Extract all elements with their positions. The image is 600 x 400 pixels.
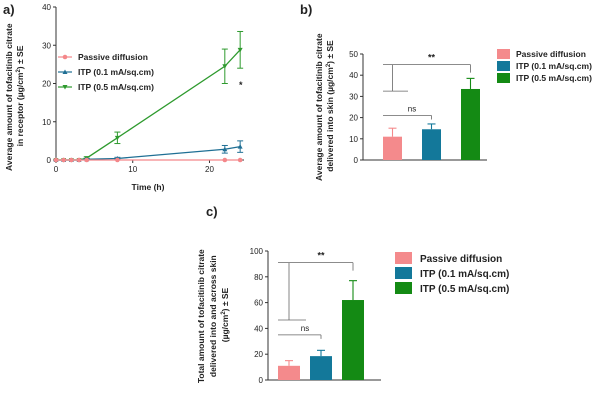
panel-b-y-axis-title: Average amount of tofacitinib citrate de… <box>314 31 335 181</box>
panel-a-y-tick-label: 0 <box>47 156 52 165</box>
panel-b-legend: Passive diffusion ITP (0.1 mA/sq.cm) ITP… <box>497 49 592 83</box>
panel-c-legend: Passive diffusion ITP (0.1 mA/sq.cm) ITP… <box>395 252 509 295</box>
panel-a-y-tick-label: 10 <box>42 118 51 127</box>
panel-b-y-tick-label: 50 <box>349 50 358 59</box>
panel-a-y-axis-title: Average amount of tofacitinib citrate in… <box>4 21 25 171</box>
panel-b-comparison-label: ** <box>428 53 436 63</box>
panel-b-y-tick-label: 20 <box>349 114 358 123</box>
panel-c-legend-label-itp01: ITP (0.1 mA/sq.cm) <box>420 269 509 280</box>
panel-c-ylabel-line-3: (µg/cm <box>220 314 230 342</box>
panel-a-ylabel-line-2: in receptor (µg/cm <box>15 72 25 146</box>
panel-b-bar-2 <box>461 88 480 160</box>
panel-c-ylabel-line-2: delivered into and across skin <box>208 255 218 377</box>
panel-c-bar-2 <box>342 300 364 380</box>
panel-b-ylabel-superscript: 2 <box>326 63 332 67</box>
panel-b-legend-label-itp01: ITP (0.1 mA/sq.cm) <box>516 61 592 71</box>
legend-marker-passive <box>62 54 68 60</box>
panel-b-ylabel-line-2: delivered into skin (µg/cm <box>325 67 335 172</box>
panel-b-ylabel-line-2-end: ) ± SE <box>325 40 335 64</box>
panel-a-ylabel-superscript: 2 <box>16 69 22 73</box>
panel-a-y-tick-label: 40 <box>42 3 51 12</box>
data-point-passive <box>53 157 59 163</box>
legend-label-itp05: ITP (0.5 mA/sq.cm) <box>78 82 154 92</box>
panel-c-y-tick-label: 40 <box>254 324 263 333</box>
series-line-itp01 <box>56 145 241 161</box>
panel-c-bar-1 <box>310 356 332 380</box>
panel-a-label: a) <box>3 2 15 17</box>
panel-b-ylabel-line-1: Average amount of tofacitinib citrate <box>314 33 324 181</box>
data-point-itp05 <box>222 64 228 69</box>
panel-c-comparison-label: ** <box>317 251 325 261</box>
data-point-itp05 <box>114 135 120 141</box>
panel-b-y-tick-label: 30 <box>349 92 358 101</box>
legend-swatch-itp05 <box>395 282 412 294</box>
data-point-passive <box>61 157 66 163</box>
panel-c-y-tick-label: 20 <box>254 350 263 359</box>
legend-swatch-itp01 <box>395 267 412 279</box>
panel-c-y-tick-label: 100 <box>250 247 264 256</box>
legend-marker-itp05 <box>62 85 68 90</box>
panel-a-line-chart: Average amount of tofacitinib citrate in… <box>4 3 244 192</box>
panel-a-ylabel-line-2-end: ) ± SE <box>15 45 25 69</box>
panel-a-x-tick-label: 20 <box>205 165 214 174</box>
panel-c-comparison-label: ns <box>301 324 309 333</box>
panel-c-ylabel-superscript: 2 <box>221 311 227 315</box>
data-point-itp01 <box>222 146 228 152</box>
panel-c-label: c) <box>206 204 218 219</box>
panel-b-legend-label-itp05: ITP (0.5 mA/sq.cm) <box>516 73 592 83</box>
panel-b-y-tick-label: 40 <box>349 71 358 80</box>
legend-label-itp01: ITP (0.1 mA/sq.cm) <box>78 67 154 77</box>
data-point-passive <box>115 157 120 163</box>
panel-b-comparison-label: ns <box>408 104 416 113</box>
legend-marker-itp01 <box>62 69 68 74</box>
data-point-passive <box>84 157 89 163</box>
data-point-itp01 <box>237 144 243 149</box>
data-point-itp05 <box>237 47 243 53</box>
panel-b-bar-0 <box>383 136 402 160</box>
panel-c-ylabel-line-1: Total amount of tofacitinib citrate <box>196 249 206 383</box>
data-point-passive <box>69 157 74 163</box>
panel-b-label: b) <box>300 2 312 17</box>
data-point-passive <box>237 157 243 163</box>
panel-b-bar-1 <box>422 129 441 160</box>
data-point-passive <box>76 157 82 163</box>
legend-swatch-passive <box>497 49 510 59</box>
panel-b-legend-label-passive: Passive diffusion <box>516 49 586 59</box>
panel-c-bar-0 <box>278 365 300 380</box>
panel-a-legend: Passive diffusion ITP (0.1 mA/sq.cm) ITP… <box>58 52 154 92</box>
legend-swatch-itp01 <box>497 61 510 71</box>
panel-a-x-tick-label: 10 <box>128 165 137 174</box>
panel-c-y-axis-title: Total amount of tofacitinib citrate deli… <box>196 247 230 383</box>
panel-b-y-tick-label: 0 <box>354 156 359 165</box>
panel-c-y-tick-label: 0 <box>259 376 264 385</box>
legend-label-passive: Passive diffusion <box>78 52 148 62</box>
panel-a-y-tick-label: 30 <box>42 41 51 50</box>
panel-c-y-tick-label: 60 <box>254 299 263 308</box>
panel-c-bar-chart: Total amount of tofacitinib citrate deli… <box>196 247 509 385</box>
panel-b-y-tick-label: 10 <box>349 135 358 144</box>
panel-c-y-tick-label: 80 <box>254 273 263 282</box>
panel-b-bar-chart: Average amount of tofacitinib citrate de… <box>314 31 592 181</box>
panel-a-ylabel-line-1: Average amount of tofacitinib citrate <box>4 23 14 171</box>
panel-a-significance-star: * <box>239 80 243 90</box>
panel-c-legend-label-itp05: ITP (0.5 mA/sq.cm) <box>420 284 509 295</box>
panel-a-x-axis-title: Time (h) <box>132 182 165 192</box>
panel-c-ylabel-line-3-end: ) ± SE <box>220 287 230 311</box>
panel-a-x-tick-label: 0 <box>54 165 59 174</box>
data-point-passive <box>222 157 228 163</box>
panel-a-y-tick-label: 20 <box>42 80 51 89</box>
legend-swatch-passive <box>395 252 412 264</box>
legend-swatch-itp05 <box>497 73 510 83</box>
panel-c-legend-label-passive: Passive diffusion <box>420 254 502 265</box>
